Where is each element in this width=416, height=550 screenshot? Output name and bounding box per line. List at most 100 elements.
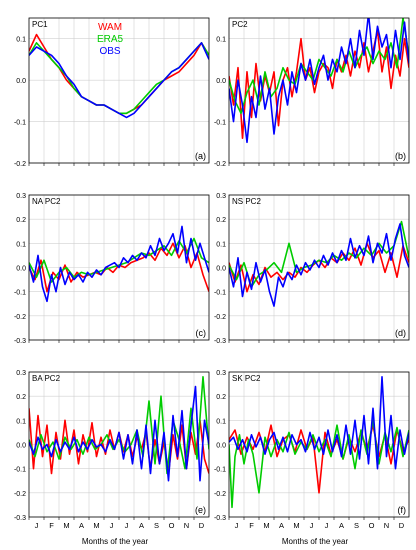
panel-title: PC2 xyxy=(232,20,248,29)
y-tick-label: 0.0 xyxy=(216,443,226,450)
y-tick-label: -0.1 xyxy=(214,120,226,127)
y-tick-label: -0.3 xyxy=(214,338,226,345)
y-tick-label: 0.2 xyxy=(216,394,226,401)
y-tick-label: 0.1 xyxy=(216,418,226,425)
y-tick-label: -0.3 xyxy=(14,338,26,345)
x-tick-label: J xyxy=(125,521,129,530)
panel-4: -0.3 -0.2 -0.1 0.0 0.1 0.2 0.3 NS PC2 (d) xyxy=(214,193,410,345)
x-tick-label: A xyxy=(79,521,84,530)
series-line-obs xyxy=(229,376,409,470)
series-line-obs xyxy=(29,225,209,303)
y-tick-label: -0.1 xyxy=(214,290,226,297)
panel-label: (d) xyxy=(395,328,406,338)
x-tick-label: S xyxy=(154,521,159,530)
y-tick-label: -0.2 xyxy=(214,491,226,498)
y-tick-label: 0.3 xyxy=(216,370,226,377)
x-tick-label: M xyxy=(93,521,99,530)
legend-entry-wam: WAM xyxy=(98,22,122,33)
x-axis-label-right: Months of the year xyxy=(282,537,349,546)
y-tick-label: -0.2 xyxy=(14,314,26,321)
legend: WAM ERA5 OBS xyxy=(97,22,124,57)
plot-frame xyxy=(228,17,410,164)
series-line-obs xyxy=(29,42,209,119)
x-tick-label: D xyxy=(199,521,205,530)
panel-title: BA PC2 xyxy=(32,374,61,383)
legend-entry-era5: ERA5 xyxy=(97,34,124,45)
series-group xyxy=(29,225,209,303)
x-tick-label: M xyxy=(293,521,299,530)
panels-layer: -0.2 -0.1 0.0 0.1 PC1 (a) -0.2 -0.1 0.0 0.1 PC2 (b)… xyxy=(14,17,410,530)
series-group xyxy=(29,33,209,119)
panel-1: -0.2 -0.1 0.0 0.1 PC1 (a) xyxy=(14,17,210,168)
y-tick-label: 0.1 xyxy=(16,241,26,248)
x-tick-label: A xyxy=(339,521,344,530)
panel-label: (a) xyxy=(195,151,206,161)
panel-title: NA PC2 xyxy=(32,197,61,206)
panel-title: PC1 xyxy=(32,20,48,29)
plot-frame xyxy=(28,371,210,518)
x-tick-label: J xyxy=(235,521,239,530)
y-tick-label: -0.2 xyxy=(14,491,26,498)
y-tick-label: 0.1 xyxy=(16,418,26,425)
x-tick-label: J xyxy=(325,521,329,530)
x-tick-label: A xyxy=(279,521,284,530)
series-group xyxy=(229,220,409,307)
panel-label: (f) xyxy=(398,505,407,515)
y-tick-label: -0.1 xyxy=(14,467,26,474)
y-tick-label: 0.0 xyxy=(216,266,226,273)
y-tick-label: 0.0 xyxy=(16,443,26,450)
series-line-era5 xyxy=(229,18,409,115)
y-tick-label: -0.1 xyxy=(214,467,226,474)
x-tick-label: F xyxy=(49,521,54,530)
panel-3: -0.3 -0.2 -0.1 0.0 0.1 0.2 0.3 NA PC2 (c) xyxy=(14,193,210,345)
panel-6: -0.3-0.2-0.10.00.10.20.3J F M A M J J A S O N DSK P… xyxy=(214,370,410,530)
series-line-obs xyxy=(29,385,209,482)
panel-label: (b) xyxy=(395,151,406,161)
y-tick-label: -0.3 xyxy=(214,515,226,522)
series-line-obs xyxy=(229,18,409,144)
x-tick-label: M xyxy=(263,521,269,530)
panel-5: -0.3-0.2-0.10.00.10.20.3J F M A M J J A S O N DBA P… xyxy=(14,370,210,530)
y-tick-label: -0.3 xyxy=(14,515,26,522)
x-tick-label: M xyxy=(63,521,69,530)
legend-entry-obs: OBS xyxy=(99,46,120,57)
x-tick-label: N xyxy=(384,521,389,530)
panel-label: (e) xyxy=(195,505,206,515)
x-tick-label: O xyxy=(369,521,375,530)
y-tick-label: -0.2 xyxy=(214,161,226,168)
y-tick-label: 0.0 xyxy=(216,78,226,85)
x-axis-label-left: Months of the year xyxy=(82,537,149,546)
plot-frame xyxy=(228,194,410,341)
y-tick-label: 0.2 xyxy=(216,217,226,224)
series-group xyxy=(229,18,409,144)
y-tick-label: 0.0 xyxy=(16,266,26,273)
y-tick-label: 0.2 xyxy=(16,217,26,224)
x-tick-label: F xyxy=(249,521,254,530)
y-tick-label: 0.1 xyxy=(216,37,226,44)
series-line-obs xyxy=(229,223,409,307)
x-tick-label: N xyxy=(184,521,189,530)
y-tick-label: -0.2 xyxy=(14,161,26,168)
y-tick-label: 0.3 xyxy=(16,193,26,200)
series-line-wam xyxy=(229,424,409,494)
y-tick-label: 0.3 xyxy=(16,370,26,377)
panel-label: (c) xyxy=(196,328,207,338)
y-tick-label: 0.2 xyxy=(16,394,26,401)
y-tick-label: 0.1 xyxy=(216,241,226,248)
panel-title: NS PC2 xyxy=(232,197,261,206)
x-tick-label: J xyxy=(310,521,314,530)
x-tick-label: S xyxy=(354,521,359,530)
series-line-era5 xyxy=(229,419,409,509)
x-tick-label: A xyxy=(139,521,144,530)
x-tick-label: O xyxy=(169,521,175,530)
plot-frame xyxy=(228,371,410,518)
y-tick-label: 0.1 xyxy=(16,37,26,44)
series-group xyxy=(29,376,209,482)
y-tick-label: -0.1 xyxy=(14,120,26,127)
y-tick-label: 0.3 xyxy=(216,193,226,200)
series-group xyxy=(229,376,409,509)
x-tick-label: D xyxy=(399,521,405,530)
y-tick-label: -0.1 xyxy=(14,290,26,297)
x-tick-label: J xyxy=(35,521,39,530)
